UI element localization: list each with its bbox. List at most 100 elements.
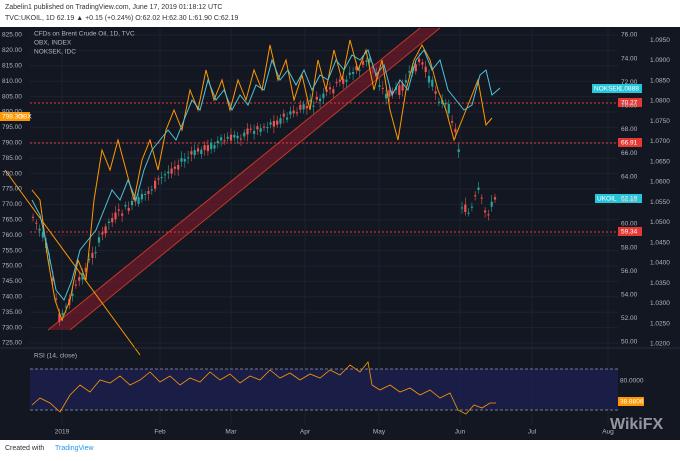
ukoil-badge-value: 62.19 — [621, 196, 638, 203]
left-tick-label: 800.00 — [2, 109, 22, 116]
candle-body — [361, 61, 365, 65]
fx-tick-label: 1.0600 — [650, 179, 670, 186]
candle-body — [365, 60, 368, 62]
candle-body — [203, 145, 206, 150]
candle-body — [84, 267, 87, 272]
candle-body — [262, 126, 266, 128]
left-tick-label: 810.00 — [2, 78, 22, 85]
candle-body — [137, 197, 140, 204]
candle-body — [322, 93, 325, 99]
candle-body — [279, 118, 282, 124]
fx-tick-label: 1.0500 — [650, 219, 670, 226]
candle-body — [480, 197, 483, 199]
fx-tick-label: 1.0850 — [650, 77, 670, 84]
candle-body — [187, 157, 190, 159]
noksek-line — [31, 48, 501, 301]
candle-body — [269, 122, 272, 125]
candle-body — [170, 168, 173, 174]
candle-body — [289, 111, 292, 115]
candle-body — [493, 197, 497, 200]
quote: TVC:UKOIL, 1D 62.19 ▲ +0.15 (+0.24%) O:6… — [5, 15, 239, 22]
channel-edge — [69, 27, 441, 331]
obx-badge — [0, 112, 30, 121]
candle-body — [104, 226, 107, 234]
candle-body — [180, 158, 183, 162]
left-tick-label: 745.00 — [2, 278, 22, 285]
candle-body — [457, 149, 460, 152]
candle-body — [467, 212, 470, 214]
noksek-badge-value: 1.0888 — [619, 86, 639, 93]
candle-body — [127, 207, 130, 211]
candle-body — [259, 128, 262, 132]
candle-body — [206, 145, 209, 152]
candle-body — [193, 150, 196, 156]
candle-body — [229, 134, 233, 141]
fx-tick-label: 1.0400 — [650, 260, 670, 267]
candle-body — [282, 113, 285, 117]
ukoil-badge-name: UKOIL — [597, 196, 617, 203]
candle-body — [223, 140, 226, 142]
price-tick-label: 52.00 — [621, 315, 638, 322]
candle-body — [64, 306, 68, 308]
candle-body — [464, 204, 467, 212]
noksek-badge — [592, 84, 642, 93]
candle-body — [309, 99, 312, 102]
candle-body — [140, 193, 143, 200]
rsi-badge — [618, 397, 644, 406]
legend-item: CFDs on Brent Crude Oil, 1D, TVC — [34, 31, 135, 38]
candle-body — [394, 87, 398, 91]
candle-body — [345, 79, 348, 82]
candle-body — [355, 66, 358, 71]
candle-body — [388, 90, 391, 97]
time-tick-label: Apr — [300, 429, 311, 436]
candle-body — [358, 69, 361, 71]
fx-tick-label: 1.0250 — [650, 320, 670, 327]
candle-body — [55, 298, 58, 300]
candle-body — [447, 103, 450, 114]
candle-body — [477, 187, 480, 190]
obx-badge-value: 798.30 — [2, 114, 22, 121]
candle-body — [302, 104, 305, 110]
candle-body — [418, 58, 421, 63]
candle-body — [81, 273, 84, 280]
candle-body — [305, 105, 308, 109]
candle-body — [97, 237, 101, 243]
level-badge — [618, 98, 642, 107]
candle-body — [74, 284, 77, 286]
candle-body — [150, 189, 153, 191]
candle-body — [484, 210, 487, 213]
fx-tick-label: 1.0450 — [650, 239, 670, 246]
candle-body — [427, 76, 431, 83]
candle-body — [451, 121, 454, 123]
trendline — [4, 169, 141, 356]
legend-item: OBX, INDEX — [34, 40, 72, 47]
candle-body — [38, 228, 41, 231]
fx-tick-label: 1.0700 — [650, 138, 670, 145]
left-tick-label: 815.00 — [2, 63, 22, 70]
candle-body — [147, 191, 150, 194]
candle-body — [220, 137, 223, 141]
candle-body — [31, 216, 35, 218]
fx-tick-label: 1.0950 — [650, 37, 670, 44]
candle-body — [51, 277, 54, 282]
rsi-value: 38.8806 — [620, 399, 644, 406]
candle-body — [114, 212, 117, 220]
candle-body — [249, 128, 252, 130]
time-tick-label: May — [373, 429, 386, 436]
candle-body — [315, 96, 318, 100]
candle-body — [401, 83, 404, 91]
left-tick-label: 820.00 — [2, 47, 22, 54]
price-tick-label: 58.00 — [621, 244, 638, 251]
candles — [31, 53, 497, 326]
price-tick-label: 66.00 — [621, 150, 638, 157]
fx-tick-label: 1.0650 — [650, 158, 670, 165]
candle-body — [157, 178, 160, 180]
candle-body — [124, 205, 127, 207]
candle-body — [226, 136, 229, 139]
candle-body — [434, 91, 437, 94]
candle-body — [246, 128, 249, 135]
candle-body — [88, 259, 91, 261]
time-tick-label: 2019 — [55, 429, 70, 436]
obx-line — [31, 39, 493, 322]
